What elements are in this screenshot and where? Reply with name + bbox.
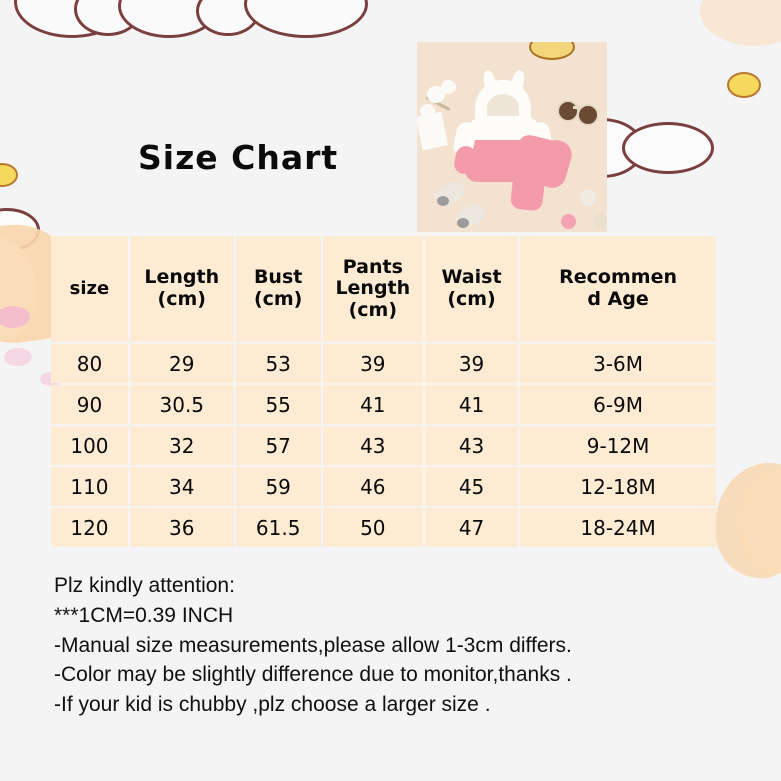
cotton-flower-1 <box>427 86 445 103</box>
table-row: 90 30.5 55 41 41 6-9M <box>51 385 716 424</box>
table-row: 110 34 59 46 45 12-18M <box>51 467 716 506</box>
cell-age: 3-6M <box>520 344 716 383</box>
cell-waist: 39 <box>424 344 519 383</box>
column-header-bust: Bust (cm) <box>235 236 321 342</box>
note-line-chubby: -If your kid is chubby ,plz choose a lar… <box>54 693 491 717</box>
cookie-prop-photo <box>529 42 575 60</box>
cell-size: 110 <box>51 467 128 506</box>
product-photo <box>417 42 607 232</box>
cell-bust: 59 <box>235 467 321 506</box>
header-line: Length <box>335 277 411 300</box>
header-line: Recommen <box>559 266 677 289</box>
sunglasses-right-lens <box>577 104 599 126</box>
cell-age: 6-9M <box>520 385 716 424</box>
cell-bust: 61.5 <box>235 508 321 547</box>
note-line-color: -Color may be slightly difference due to… <box>54 663 572 687</box>
note-line-conversion: ***1CM=0.39 INCH <box>54 603 234 627</box>
cloud-decoration-top-mid <box>118 0 220 38</box>
cell-length: 29 <box>129 344 234 383</box>
peach-blob-left-2 <box>0 236 36 340</box>
sun-decoration-left <box>0 163 18 187</box>
cell-bust: 57 <box>235 426 321 465</box>
table-body: 80 29 53 39 39 3-6M 90 30.5 55 41 41 6-9… <box>51 344 716 547</box>
cell-pants-length: 43 <box>322 426 423 465</box>
peach-blob-right-bottom-2 <box>738 470 781 574</box>
header-line: Waist <box>441 266 502 289</box>
column-header-size: size <box>51 236 128 342</box>
column-header-pants-length: Pants Length (cm) <box>322 236 423 342</box>
cloud-decoration-top-left <box>14 0 130 38</box>
column-header-waist: Waist (cm) <box>424 236 519 342</box>
sunglasses-left-lens <box>557 100 579 122</box>
cell-pants-length: 50 <box>322 508 423 547</box>
pink-dot-left-2 <box>4 348 32 366</box>
peach-blob-top-right <box>700 0 781 46</box>
sunglasses-bridge <box>573 106 581 109</box>
table-row: 120 36 61.5 50 47 18-24M <box>51 508 716 547</box>
table-row: 80 29 53 39 39 3-6M <box>51 344 716 383</box>
cell-pants-length: 41 <box>322 385 423 424</box>
cell-waist: 45 <box>424 467 519 506</box>
sun-decoration-right <box>727 72 761 98</box>
cell-length: 32 <box>129 426 234 465</box>
header-line: size <box>69 277 110 299</box>
header-line: Length <box>144 266 220 289</box>
cell-length: 34 <box>129 467 234 506</box>
cloud-decoration-top-right <box>244 0 368 38</box>
cell-size: 80 <box>51 344 128 383</box>
pompom-white <box>580 190 596 206</box>
cell-size: 120 <box>51 508 128 547</box>
baby-shoe-1 <box>432 178 468 210</box>
cell-waist: 43 <box>424 426 519 465</box>
baby-shoe-1-sole <box>437 196 449 206</box>
cell-bust: 53 <box>235 344 321 383</box>
cell-length: 36 <box>129 508 234 547</box>
cell-bust: 55 <box>235 385 321 424</box>
cell-pants-length: 39 <box>322 344 423 383</box>
header-line: (cm) <box>348 298 398 321</box>
cell-age: 18-24M <box>520 508 716 547</box>
table-row: 100 32 57 43 43 9-12M <box>51 426 716 465</box>
cell-waist: 47 <box>424 508 519 547</box>
table-header-row: size Length (cm) Bust (cm) Pants Length … <box>51 236 716 342</box>
column-header-length: Length (cm) <box>129 236 234 342</box>
cell-pants-length: 46 <box>322 467 423 506</box>
header-line: (cm) <box>157 288 206 310</box>
header-line: (cm) <box>447 288 496 310</box>
page-title: Size Chart <box>138 138 339 177</box>
cell-size: 100 <box>51 426 128 465</box>
cell-size: 90 <box>51 385 128 424</box>
size-chart-table: size Length (cm) Bust (cm) Pants Length … <box>49 234 718 549</box>
cell-age: 9-12M <box>520 426 716 465</box>
header-line: (cm) <box>253 288 303 310</box>
cloud-decoration-top-left-2 <box>74 0 142 36</box>
column-header-recommend-age: Recommen d Age <box>520 236 716 342</box>
note-line-manual-measure: -Manual size measurements,please allow 1… <box>54 633 572 657</box>
baby-shoe-2-sole <box>457 218 469 228</box>
header-line: Pants <box>342 255 403 278</box>
attention-notes: Plz kindly attention: ***1CM=0.39 INCH -… <box>54 571 754 720</box>
cotton-flower-2 <box>441 80 456 94</box>
card-prop <box>417 111 449 151</box>
pink-dot-left-1 <box>0 306 30 328</box>
cell-length: 30.5 <box>129 385 234 424</box>
pompom-cream <box>593 214 607 228</box>
cloud-decoration-top-mid-2 <box>196 0 260 36</box>
table-header: size Length (cm) Bust (cm) Pants Length … <box>51 236 716 342</box>
baby-shoe-2 <box>451 199 489 232</box>
note-line-attention: Plz kindly attention: <box>54 574 235 597</box>
header-line: Bust <box>253 266 303 289</box>
pompom-pink <box>561 214 576 229</box>
cloud-decoration-left <box>0 208 40 252</box>
cell-age: 12-18M <box>520 467 716 506</box>
cloud-decoration-right-2 <box>622 122 714 174</box>
cell-waist: 41 <box>424 385 519 424</box>
header-line: d Age <box>587 288 649 310</box>
